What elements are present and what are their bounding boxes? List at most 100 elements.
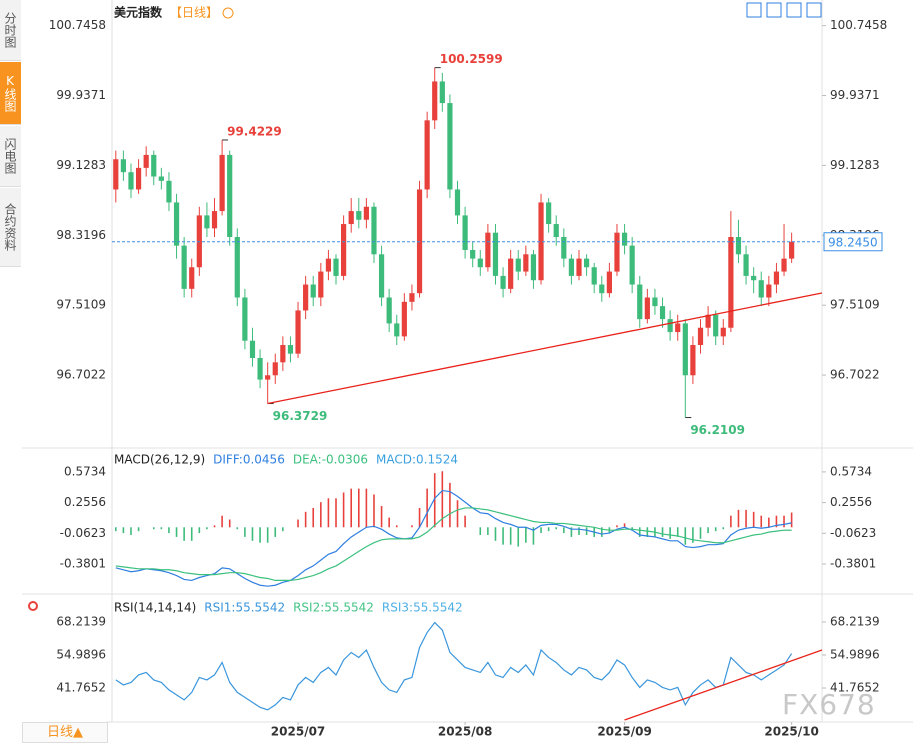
macd-line	[115, 507, 792, 582]
candle-body	[728, 237, 734, 328]
candle-body	[151, 154, 157, 177]
candle-body	[158, 176, 164, 181]
trendline	[267, 292, 823, 405]
candle-body	[454, 189, 461, 216]
candle-body	[553, 224, 559, 238]
candle-body	[751, 275, 757, 281]
candle-body	[652, 297, 658, 307]
candle-body	[789, 241, 795, 259]
legend-label: 【日线】	[170, 6, 218, 20]
candle-body	[401, 301, 407, 337]
candle-body	[173, 202, 180, 246]
candle-body	[128, 172, 134, 190]
candle-body	[227, 154, 233, 238]
candle-body	[439, 81, 445, 104]
candle-body	[166, 180, 172, 203]
zoom-out-button[interactable]	[766, 2, 782, 18]
candle-body	[508, 258, 514, 289]
candle-body	[697, 327, 704, 346]
candle-body	[781, 258, 787, 272]
candle-body	[583, 258, 590, 268]
candle-body	[659, 306, 666, 320]
legend-label: RSI(14,14,14)	[114, 601, 196, 615]
candle-body	[310, 284, 316, 298]
candle-body	[363, 206, 369, 220]
period-button[interactable]: 日线▲	[22, 722, 108, 743]
candle-body	[530, 254, 537, 281]
candle-body	[394, 323, 400, 337]
candle-body	[234, 237, 240, 298]
candle-body	[432, 81, 438, 121]
extreme-label: 96.2109	[690, 423, 745, 437]
candle-body	[280, 345, 286, 363]
zoom-in-button[interactable]	[746, 2, 762, 18]
y-tick-label: -0.3801	[60, 556, 106, 570]
candle-body	[591, 267, 597, 285]
candle-body	[257, 357, 263, 380]
y-tick-label-right: 0.5734	[830, 464, 872, 478]
candle-body	[485, 232, 491, 268]
legend-label: MACD(26,12,9)	[114, 453, 205, 467]
candle-body	[621, 232, 628, 246]
candle-body	[181, 245, 187, 289]
candle-body	[462, 215, 468, 250]
legend-label: DIFF:0.0456	[213, 453, 285, 467]
candle-body	[538, 202, 544, 281]
candle-body	[500, 275, 506, 289]
y-tick-label: 54.9896	[56, 647, 106, 661]
add-icon[interactable]	[222, 7, 234, 19]
y-tick-label: 0.5734	[64, 464, 106, 478]
trendline	[624, 649, 823, 721]
candle-body	[356, 211, 362, 220]
candle-body	[409, 293, 415, 302]
y-tick-label: 100.7458	[49, 18, 106, 32]
candle-body	[325, 258, 332, 272]
y-tick-label: 0.2556	[64, 495, 106, 509]
watermark: FX678	[782, 688, 876, 721]
candle-body	[219, 154, 225, 212]
candle-body	[576, 258, 582, 276]
candle-body	[113, 159, 119, 190]
y-tick-label-right: -0.0623	[830, 526, 876, 540]
macd-line	[115, 489, 792, 587]
y-tick-label-right: 97.5109	[830, 298, 880, 312]
current-price-label: 98.2450	[828, 235, 878, 249]
tab[interactable]: 分时图	[0, 0, 21, 61]
forward-button[interactable]	[806, 2, 822, 18]
y-tick-label: 99.9371	[56, 88, 106, 102]
y-tick-label: 97.5109	[56, 298, 106, 312]
x-tick-label: 2025/08	[438, 725, 492, 739]
legend-label: RSI1:55.5542	[204, 601, 285, 615]
candle-body	[546, 202, 552, 225]
candle-body	[606, 271, 612, 294]
y-tick-label: 96.7022	[56, 368, 106, 382]
tab[interactable]: 合约资料	[0, 188, 21, 267]
extreme-label: 100.2599	[440, 52, 503, 66]
x-tick-label: 2025/09	[597, 725, 651, 739]
back-button[interactable]	[786, 2, 802, 18]
y-tick-label-right: 99.9371	[830, 88, 880, 102]
y-tick-label: 98.3196	[56, 228, 106, 242]
candle-body	[295, 310, 301, 354]
candle-body	[447, 103, 453, 190]
tab-active[interactable]: K线图	[0, 62, 21, 125]
extreme-label: 99.4229	[227, 124, 282, 138]
candle-body	[515, 258, 521, 272]
candle-body	[341, 224, 347, 276]
candle-body	[713, 314, 719, 337]
legend-label: 美元指数	[114, 5, 163, 20]
candle-body	[705, 314, 711, 328]
y-tick-label-right: 41.7652	[830, 680, 880, 694]
candle-body	[523, 254, 529, 272]
settings-icon[interactable]	[28, 601, 38, 611]
candle-body	[211, 211, 218, 229]
candle-body	[249, 340, 256, 358]
candle-body	[675, 323, 681, 333]
candle-body	[720, 327, 726, 337]
tab[interactable]: 闪电图	[0, 126, 21, 187]
y-tick-label-right: 100.7458	[830, 18, 887, 32]
candle-body	[333, 258, 339, 276]
candle-body	[690, 345, 696, 376]
